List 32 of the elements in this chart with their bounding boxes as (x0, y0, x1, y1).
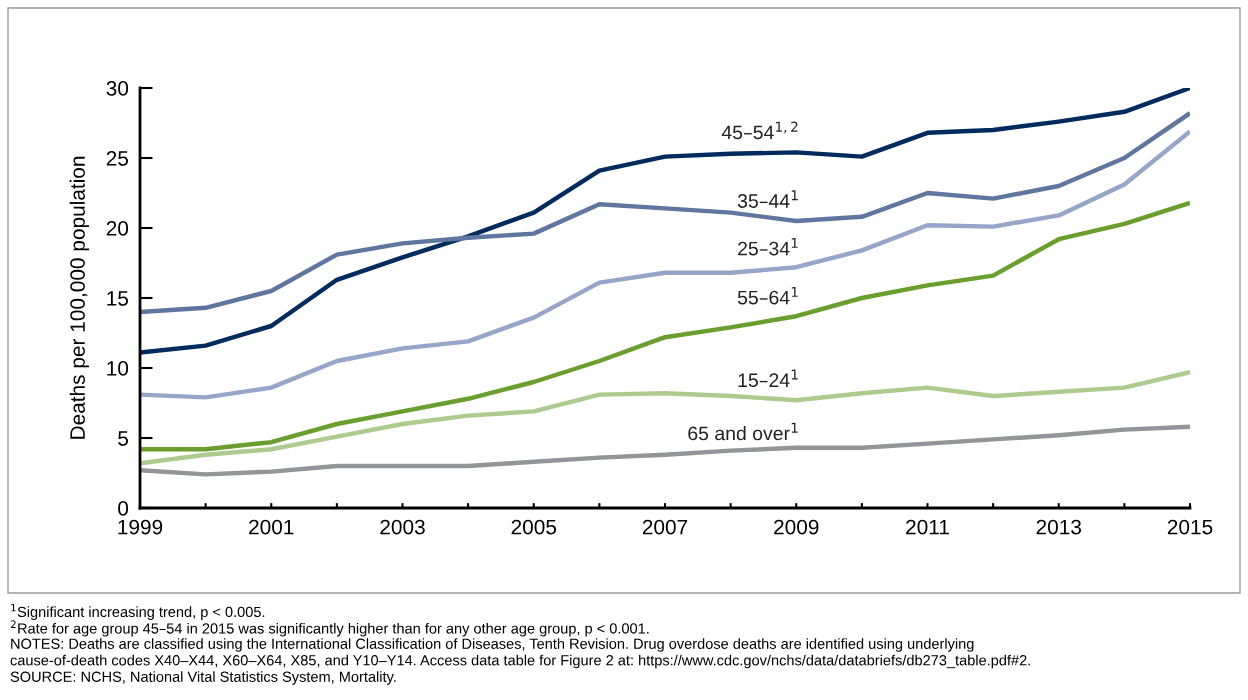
y-tick-label: 0 (118, 501, 129, 516)
y-tick-label: 5 (118, 431, 129, 446)
line-series (140, 110, 1190, 315)
series-label: 45–54$^{1,2}$ (721, 121, 798, 140)
text: NOTES: Deaths are classified using the International Classification of Diseases, Tenth Revision. Drug overdose deaths are identified using underlying (11, 638, 974, 652)
x-tick-label: 2003 (380, 519, 425, 535)
y-axis-title: Deaths per 100,000 population (69, 156, 90, 439)
x-tick-label: 2015 (1167, 519, 1213, 535)
x-tick-label: 2009 (774, 519, 819, 535)
series-label: 35–44$^{1}$ (737, 190, 798, 208)
line-series (140, 424, 1190, 477)
series-label: 25–34$^{1}$ (738, 237, 798, 256)
x-tick-label: 1999 (118, 519, 163, 535)
x-tick-label: 2005 (511, 519, 557, 535)
line-series (140, 88, 1190, 355)
y-tick-label: 30 (106, 81, 129, 96)
x-tick-label: 2013 (1036, 519, 1082, 535)
series-label: 65 and over$^{1}$ (688, 422, 798, 441)
line-series (140, 369, 1190, 466)
x-tick-label: 2001 (249, 519, 294, 535)
text: $^{2}$Rate for age group 45–54 in 2015 was significantly higher than for any other age group, p < 0.001. (10, 620, 649, 637)
x-tick-label: 2007 (642, 519, 688, 535)
series-label: 55–64$^{1}$ (737, 286, 798, 305)
text: cause-of-death codes X40–X44, X60–X64, X85, and Y10–Y14. Access data table for Figure 2 at: https://www.cdc.gov/nchs/data/databriefs/db273_table.pdf#2. (10, 654, 1030, 669)
y-tick-label: 25 (106, 151, 129, 166)
text: $^{1}$Significant increasing trend, p < 0.005. (11, 603, 265, 620)
y-tick-label: 20 (106, 221, 129, 236)
y-tick-label: 10 (107, 361, 129, 376)
y-tick-label: 15 (107, 291, 129, 306)
x-tick-label: 2011 (906, 519, 949, 535)
source-note: SOURCE: NCHS, National Vital Statistics System, Mortality. (10, 671, 396, 685)
series-label: 15–24$^{1}$ (738, 369, 798, 388)
